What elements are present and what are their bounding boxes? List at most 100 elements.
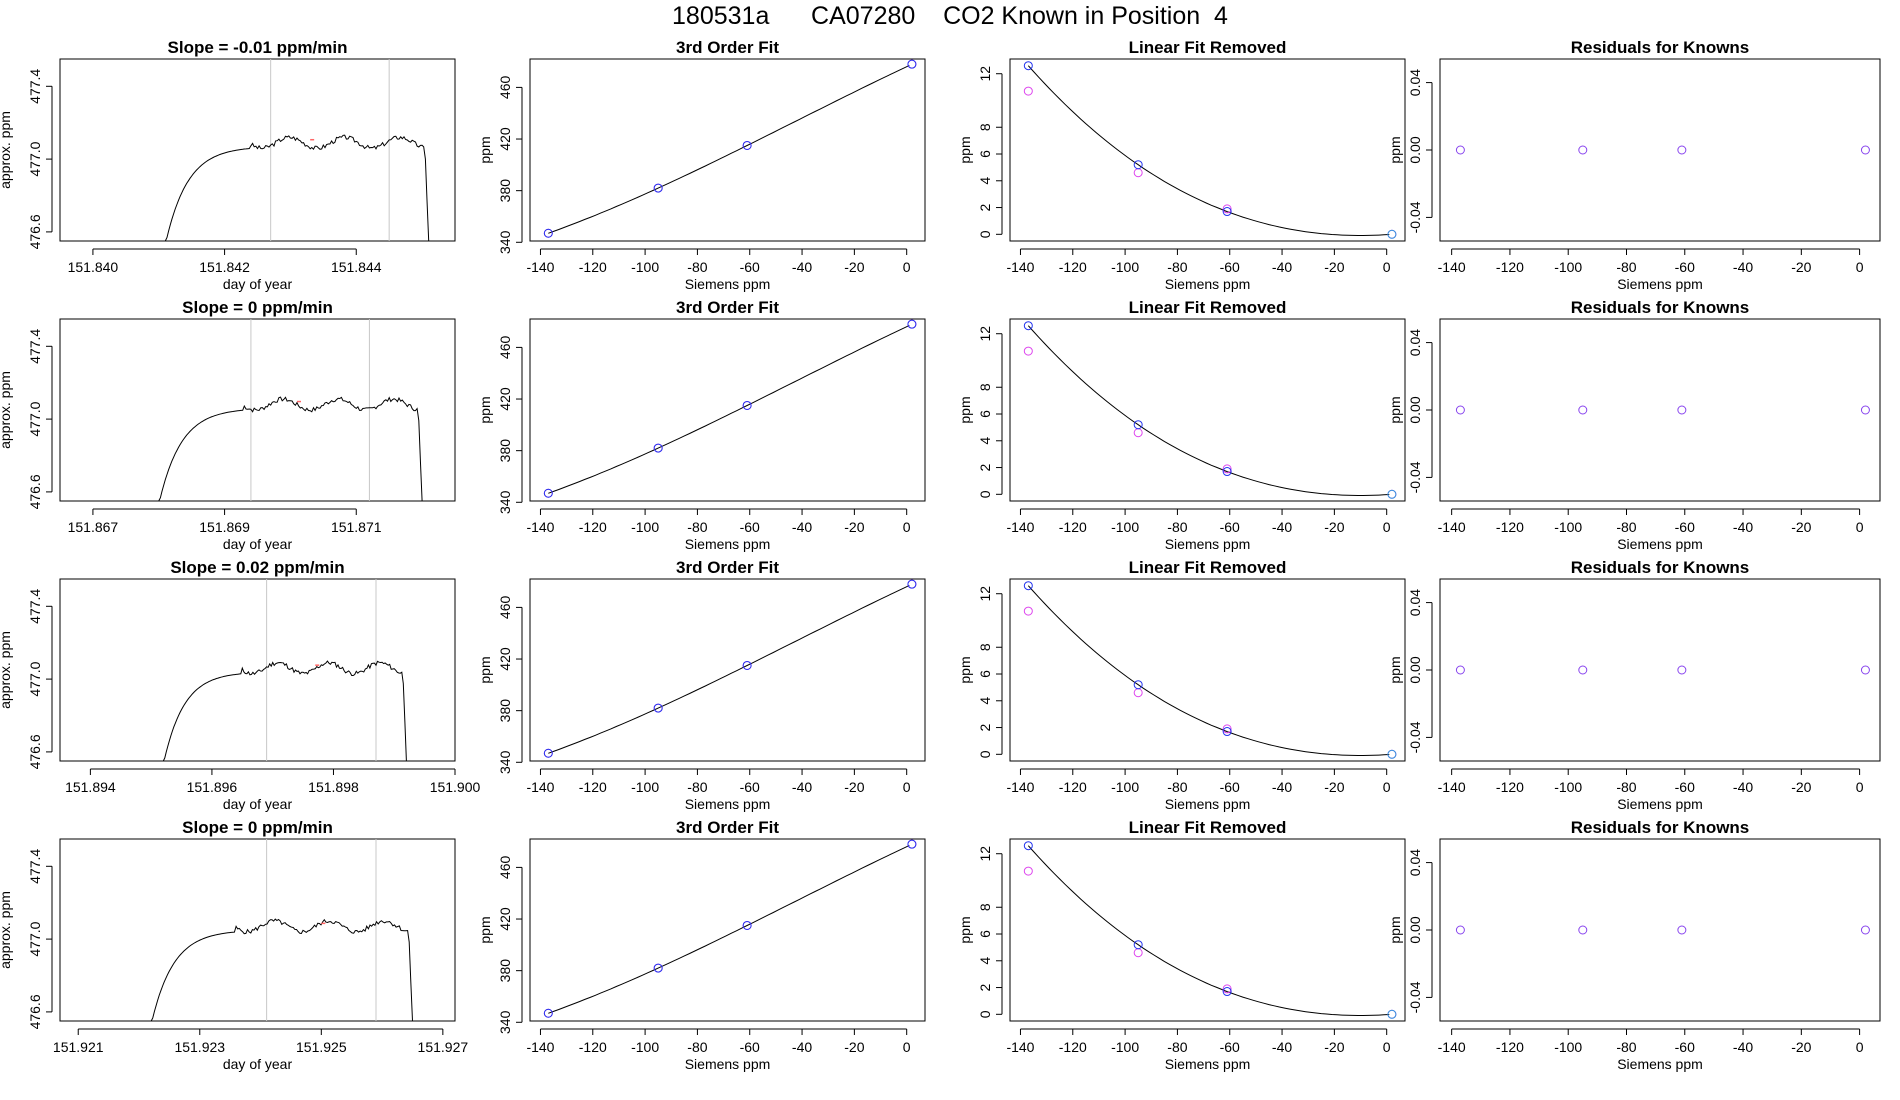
y-tick-label: 477.0	[27, 141, 43, 176]
observed-point	[1133, 688, 1143, 698]
x-tick-label: -40	[1272, 259, 1292, 275]
x-axis-label: day of year	[223, 276, 293, 292]
panel-title: Residuals for Knowns	[1571, 818, 1750, 837]
y-axis-label: ppm	[477, 916, 493, 943]
x-tick-label: 0	[1383, 1039, 1391, 1055]
x-tick-label: -120	[1496, 519, 1524, 535]
y-tick-label: 6	[977, 410, 993, 418]
ppm-trace	[164, 134, 430, 242]
x-tick-label: -20	[1324, 779, 1344, 795]
x-tick-label: 151.923	[174, 1039, 225, 1055]
residual-fit-curve	[1027, 325, 1390, 496]
x-tick-label: -80	[1616, 1039, 1636, 1055]
observed-point	[1222, 464, 1232, 474]
y-tick-label: 477.0	[27, 921, 43, 956]
x-tick-label: -120	[579, 779, 607, 795]
x-tick-label: -100	[1111, 519, 1139, 535]
y-tick-label: 460	[497, 336, 513, 360]
x-axis-label: day of year	[223, 1056, 293, 1072]
fit-curve	[548, 584, 910, 754]
x-tick-label: 151.896	[187, 779, 238, 795]
residual-point	[1677, 405, 1687, 415]
fitted-point	[1133, 160, 1143, 170]
residual-point	[1677, 145, 1687, 155]
known-point-blue	[653, 183, 663, 193]
x-tick-label: -80	[1616, 779, 1636, 795]
x-tick-label: -20	[844, 1039, 864, 1055]
x-tick-label: -120	[1059, 1039, 1087, 1055]
x-tick-label: -140	[1006, 779, 1034, 795]
y-tick-label: 476.6	[27, 994, 43, 1029]
x-tick-label: 0	[1383, 519, 1391, 535]
fitted-point	[1387, 1009, 1397, 1019]
y-tick-label: 380	[497, 699, 513, 723]
fitted-point	[1222, 467, 1232, 477]
residual-point	[1578, 405, 1588, 415]
x-tick-label: -120	[1496, 259, 1524, 275]
x-tick-label: -40	[792, 259, 812, 275]
x-tick-label: -60	[740, 519, 760, 535]
y-axis-label: ppm	[957, 396, 973, 423]
panel-title: Slope = 0 ppm/min	[182, 298, 333, 317]
y-tick-label: 8	[977, 643, 993, 651]
y-tick-label: 476.6	[27, 474, 43, 509]
y-axis-label: ppm	[1387, 396, 1403, 423]
observed-point	[1023, 606, 1033, 616]
y-tick-label: 477.4	[27, 589, 43, 624]
known-point-blue	[907, 579, 917, 589]
y-axis-label: approx. ppm	[0, 111, 13, 189]
x-tick-label: -120	[1059, 519, 1087, 535]
x-tick-label: 151.840	[68, 259, 119, 275]
plot-frame	[59, 318, 456, 502]
x-axis-label: Siemens ppm	[1165, 796, 1251, 812]
panel-r3-c4: Residuals for Knowns -140 -120 -100 -80 -60 -4…	[1387, 558, 1881, 812]
y-tick-label: 0.00	[1407, 656, 1423, 683]
y-tick-label: 0	[977, 750, 993, 758]
x-axis-label: Siemens ppm	[685, 1056, 771, 1072]
x-tick-label: -120	[579, 1039, 607, 1055]
x-tick-label: -140	[526, 519, 554, 535]
panel-r2-c2: 3rd Order Fit -140 -120 -100 -80 -60 -40 -20 0 Si…	[477, 298, 926, 552]
y-tick-label: 460	[497, 856, 513, 880]
panel-title: Linear Fit Removed	[1129, 298, 1287, 317]
y-tick-label: 380	[497, 439, 513, 463]
known-point-blue	[543, 748, 553, 758]
residual-point	[1455, 405, 1465, 415]
x-tick-label: -60	[1220, 519, 1240, 535]
x-tick-label: -40	[792, 1039, 812, 1055]
x-tick-label: -80	[687, 779, 707, 795]
y-tick-label: 0.04	[1407, 849, 1423, 876]
plot-frame	[1009, 58, 1406, 242]
x-tick-label: -20	[1791, 779, 1811, 795]
plot-frame	[529, 318, 926, 502]
y-tick-label: 8	[977, 123, 993, 131]
x-axis-label: Siemens ppm	[685, 276, 771, 292]
x-tick-label: -120	[579, 519, 607, 535]
residual-point	[1860, 665, 1870, 675]
fitted-point	[1023, 581, 1033, 591]
x-tick-label: 0	[1856, 519, 1864, 535]
observed-point	[1222, 984, 1232, 994]
observed-point	[1133, 428, 1143, 438]
y-axis-label: ppm	[477, 136, 493, 163]
x-tick-label: -120	[1496, 1039, 1524, 1055]
y-tick-label: -0.04	[1407, 461, 1423, 493]
known-point-blue	[907, 319, 917, 329]
x-tick-label: -20	[844, 779, 864, 795]
y-tick-label: 340	[497, 230, 513, 254]
y-tick-label: 340	[497, 1010, 513, 1034]
y-axis-label: ppm	[1387, 136, 1403, 163]
observed-point	[1023, 346, 1033, 356]
fitted-point	[1133, 420, 1143, 430]
panel-r3-c1: Slope = 0.02 ppm/min 151.894 151.896 151.89…	[0, 558, 481, 812]
x-tick-label: -120	[579, 259, 607, 275]
known-point-blue	[742, 140, 752, 150]
plot-frame	[1439, 318, 1881, 502]
y-tick-label: 420	[497, 127, 513, 151]
x-tick-label: 151.900	[430, 779, 481, 795]
plot-frame	[529, 838, 926, 1022]
y-tick-label: 0	[977, 230, 993, 238]
known-point-blue	[742, 400, 752, 410]
y-tick-label: 6	[977, 930, 993, 938]
y-tick-label: 8	[977, 903, 993, 911]
